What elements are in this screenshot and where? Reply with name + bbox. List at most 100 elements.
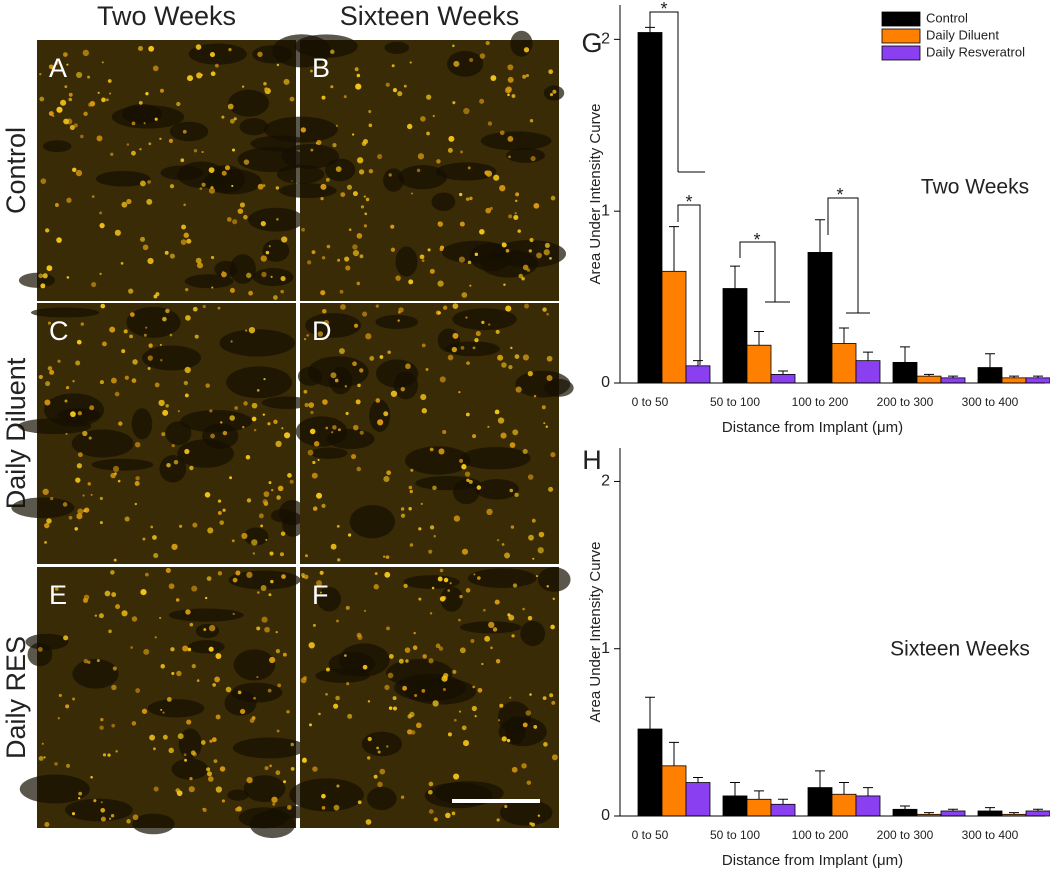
cell-dot: [354, 67, 359, 72]
cell-dot: [99, 496, 103, 501]
x-tick-label: 300 to 400: [962, 828, 1019, 842]
cell-dot: [307, 449, 314, 456]
legend-label: Daily Resveratrol: [926, 44, 1025, 59]
cell-dot: [410, 468, 414, 472]
cell-dot: [525, 710, 532, 716]
cell-dot: [154, 117, 158, 121]
cell-dot: [541, 405, 546, 410]
cell-dot: [402, 685, 408, 691]
dark-region: [252, 268, 294, 287]
cell-dot: [338, 428, 341, 432]
cell-dot: [343, 95, 347, 99]
cell-dot: [214, 63, 219, 68]
cell-dot: [543, 422, 546, 425]
x-tick-label: 50 to 100: [710, 828, 760, 842]
dark-region: [452, 308, 517, 331]
cell-dot: [360, 205, 365, 209]
cell-dot: [273, 295, 278, 300]
cell-dot: [114, 229, 121, 236]
cell-dot: [347, 713, 353, 719]
cell-dot: [461, 548, 469, 555]
cell-dot: [460, 346, 465, 350]
error-bar: [645, 696, 655, 730]
dark-region: [126, 306, 181, 338]
cell-dot: [346, 682, 350, 686]
cell-dot: [289, 96, 295, 102]
cell-dot: [256, 389, 260, 392]
cell-dot: [54, 762, 58, 766]
dark-region: [71, 429, 134, 458]
cell-dot: [458, 391, 461, 394]
cell-dot: [441, 675, 448, 682]
cell-dot: [420, 393, 427, 401]
bar: [977, 810, 1003, 817]
cell-dot: [501, 736, 507, 742]
cell-dot: [426, 131, 430, 136]
bar: [831, 793, 857, 817]
cell-dot: [243, 214, 248, 220]
cell-dot: [345, 411, 349, 416]
cell-dot: [175, 598, 180, 602]
cell-dot: [432, 114, 435, 118]
cell-dot: [43, 756, 46, 759]
dark-region: [440, 586, 463, 612]
cell-dot: [507, 136, 514, 142]
x-tick-label: 0 to 50: [632, 828, 669, 842]
cell-dot: [131, 616, 138, 622]
cell-dot: [477, 687, 483, 693]
cell-dot: [192, 522, 198, 528]
dark-region: [281, 143, 339, 169]
cell-dot: [474, 252, 479, 257]
cell-dot: [261, 616, 268, 623]
cell-dot: [499, 185, 506, 192]
cell-dot: [391, 64, 395, 68]
cell-dot: [83, 111, 88, 117]
cell-dot: [387, 672, 394, 679]
cell-dot: [487, 425, 490, 428]
cell-dot: [283, 78, 290, 85]
cell-dot: [312, 460, 316, 465]
cell-dot: [100, 303, 106, 309]
cell-dot: [270, 579, 274, 584]
cell-dot: [108, 817, 112, 820]
cell-dot: [377, 419, 384, 426]
cell-dot: [377, 750, 381, 754]
cell-dot: [186, 719, 192, 725]
cell-dot: [376, 746, 379, 750]
cell-dot: [147, 180, 151, 184]
cell-dot: [228, 47, 232, 52]
cell-dot: [437, 311, 441, 315]
cell-dot: [496, 538, 500, 542]
cell-dot: [400, 386, 406, 392]
cell-dot: [123, 329, 128, 334]
cell-dot: [199, 187, 203, 190]
dark-region: [239, 118, 269, 136]
cell-dot: [237, 208, 244, 214]
cell-dot: [45, 381, 51, 387]
dark-region: [510, 30, 533, 57]
cell-dot: [363, 139, 368, 145]
cell-dot: [134, 441, 141, 448]
cell-dot: [458, 710, 462, 713]
cell-dot: [303, 389, 308, 394]
cell-dot: [177, 733, 184, 740]
cell-dot: [421, 259, 425, 262]
dark-region: [317, 586, 342, 612]
bar: [770, 374, 796, 384]
cell-dot: [458, 256, 466, 263]
cell-dot: [479, 98, 485, 104]
cell-dot: [221, 170, 227, 176]
error-bar: [985, 807, 995, 811]
cell-dot: [386, 626, 390, 631]
cell-dot: [369, 355, 375, 361]
cell-dot: [76, 463, 82, 469]
cell-dot: [390, 247, 396, 252]
cell-dot: [428, 549, 433, 554]
significance-bracket: [649, 11, 679, 172]
cell-dot: [88, 102, 93, 107]
cell-dot: [171, 543, 178, 550]
cell-dot: [392, 88, 398, 93]
cell-dot: [422, 654, 427, 659]
cell-dot: [321, 793, 326, 799]
cell-dot: [57, 717, 60, 720]
